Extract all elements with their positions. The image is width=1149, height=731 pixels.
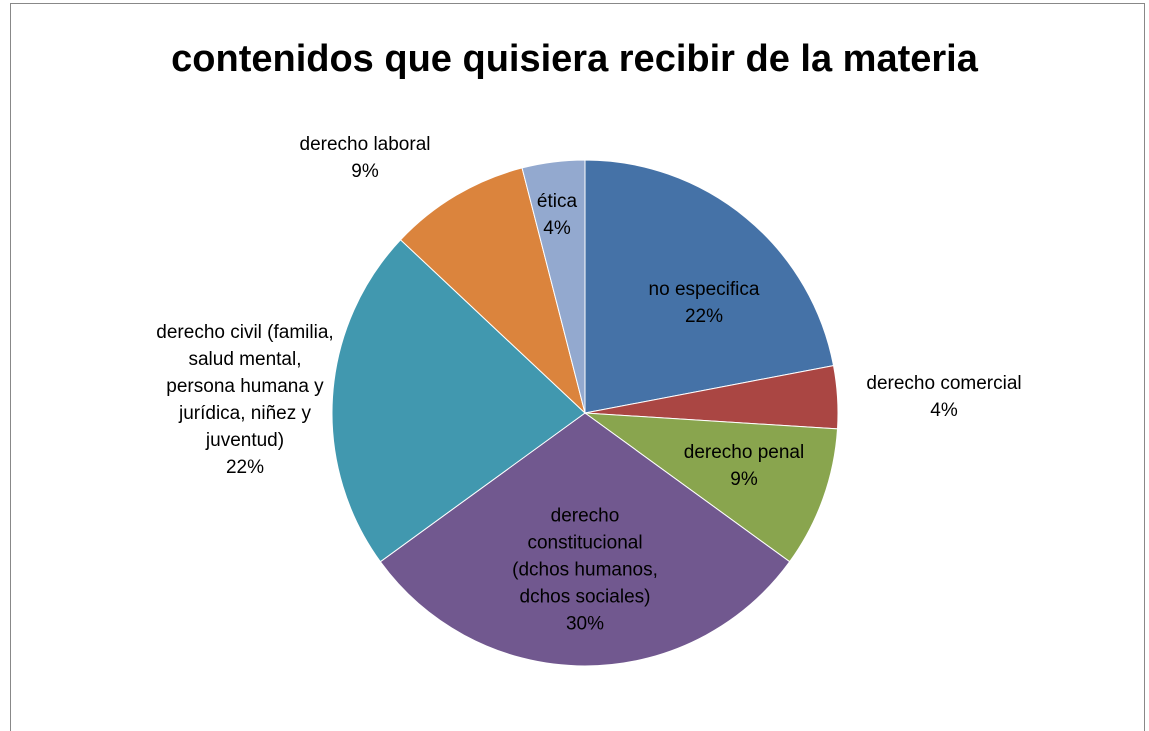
category-label: derecho civil (familia, salud mental, pe…	[156, 322, 334, 451]
pie-slice	[584, 159, 835, 414]
category-label: derecho laboral	[299, 134, 431, 155]
category-label: ética	[536, 191, 578, 212]
data-label: derecho penal 9%	[644, 439, 844, 493]
value-label: 4%	[930, 400, 958, 421]
data-label: derecho laboral 9%	[255, 131, 475, 185]
pie-slice	[583, 412, 839, 563]
data-label: derecho comercial 4%	[824, 370, 1064, 424]
data-label: ética 4%	[527, 188, 587, 242]
pie-slice	[521, 159, 586, 414]
pie-slice	[379, 412, 791, 667]
category-label: no especifica	[648, 279, 760, 300]
value-label: 30%	[565, 613, 605, 635]
data-label: derecho civil (familia, salud mental, pe…	[155, 319, 335, 481]
data-label: derecho constitucional (dchos humanos, d…	[505, 503, 665, 638]
category-label: derecho comercial	[866, 373, 1022, 394]
category-label: derecho penal	[683, 442, 805, 463]
chart-title: contenidos que quisiera recibir de la ma…	[171, 38, 978, 80]
value-label: 22%	[225, 457, 265, 478]
data-label: no especifica 22%	[604, 276, 804, 330]
value-label: 9%	[351, 161, 379, 182]
pie-slice	[331, 239, 586, 563]
value-label: 22%	[684, 306, 724, 327]
category-label: derecho constitucional (dchos humanos, d…	[512, 505, 658, 608]
pie-slice	[399, 167, 586, 415]
value-label: 4%	[543, 218, 571, 239]
value-label: 9%	[730, 469, 758, 490]
